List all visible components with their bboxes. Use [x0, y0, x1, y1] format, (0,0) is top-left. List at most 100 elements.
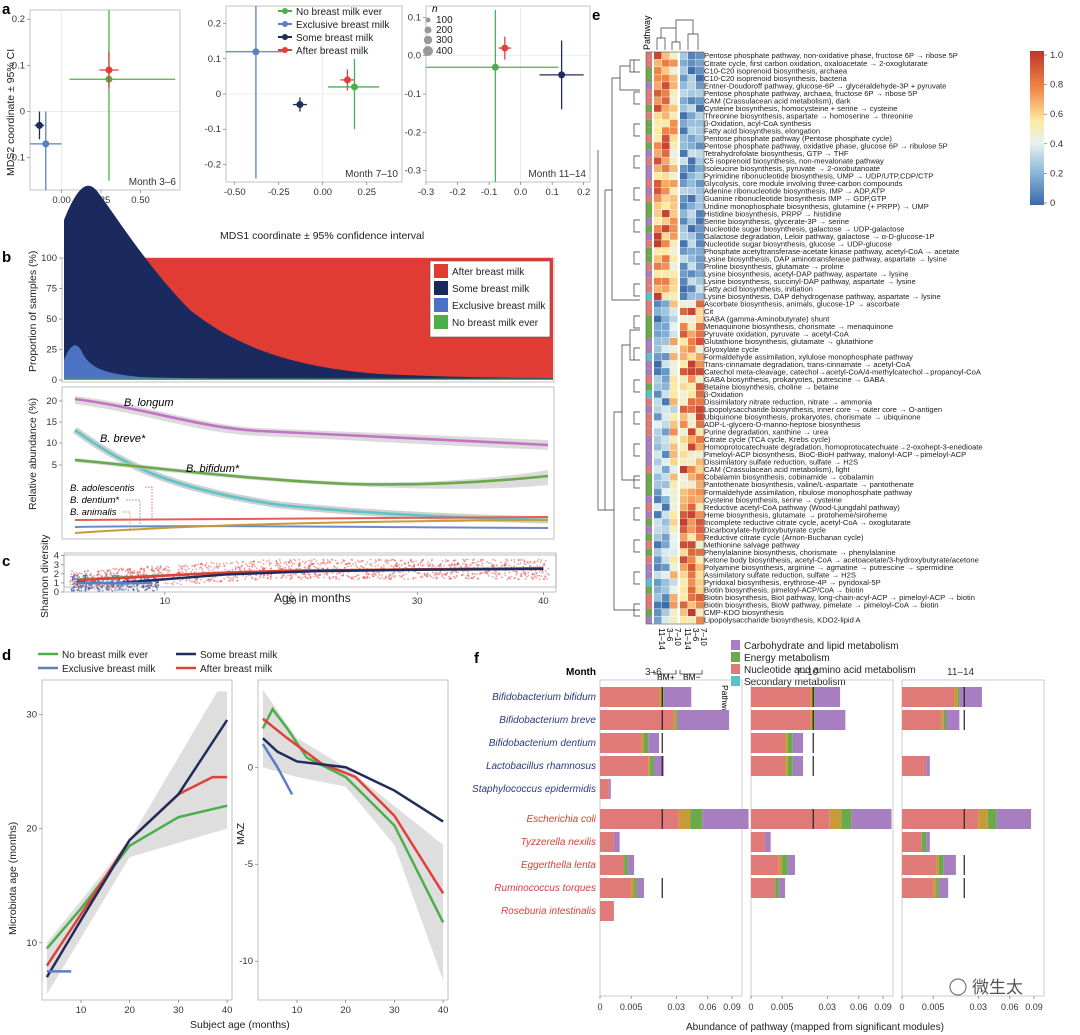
c-point: [234, 575, 237, 578]
e-heat-cell: [670, 74, 678, 82]
c-point: [371, 573, 374, 576]
e-pathway-cell: [646, 225, 652, 233]
c-point: [538, 574, 541, 577]
c-point: [479, 560, 482, 563]
e-heat-cell: [688, 338, 696, 346]
c-point: [481, 571, 484, 574]
c-point: [495, 575, 498, 578]
c-point: [143, 570, 146, 572]
e-heat-cell: [696, 330, 704, 338]
c-point: [392, 566, 395, 568]
c-point: [457, 561, 459, 564]
a-ytick-label: -0.2: [205, 159, 221, 170]
c-point: [160, 571, 163, 574]
e-heat-cell: [688, 398, 696, 406]
c-point: [545, 577, 548, 580]
c-point: [386, 559, 389, 562]
e-row-label: Assimilatory sulfate reduction, sulfate …: [704, 571, 856, 580]
a-xlabel: MDS1 coordinate ± 95% confidence interva…: [220, 230, 424, 242]
c-point: [365, 573, 368, 576]
c-point: [126, 568, 129, 571]
c-point: [71, 589, 73, 591]
e-heat-cell: [680, 225, 688, 233]
e-heat-cell: [654, 383, 662, 391]
e-heat-cell: [662, 127, 670, 135]
f-bar-segment: [676, 710, 678, 730]
c-point: [123, 584, 126, 587]
e-row-label: Reductive citrate cycle (Arnon-Buchanan …: [704, 533, 864, 542]
c-point: [489, 562, 492, 565]
c-point: [167, 566, 170, 569]
c-point: [527, 571, 530, 574]
c-point: [495, 577, 498, 580]
f-bar-segment: [787, 733, 793, 753]
e-heat-cell: [654, 345, 662, 353]
c-point: [393, 571, 396, 574]
legend-n-400: 400: [436, 46, 453, 57]
c-point: [207, 578, 210, 580]
e-row-label: Formaldehyde assimilation, ribulose mono…: [704, 488, 912, 497]
f-bar-segment: [631, 878, 635, 898]
e-heat-cell: [688, 210, 696, 218]
c-point: [403, 562, 406, 565]
c-point: [137, 573, 140, 576]
e-heat-cell: [670, 292, 678, 300]
e-heat-cell: [662, 292, 670, 300]
f-xtick-label: 0.03: [667, 1002, 685, 1012]
f-xtick-label: 0.06: [850, 1002, 868, 1012]
c-point: [376, 571, 379, 574]
d-left-no-bm: [45, 804, 228, 950]
e-heat-cell: [696, 420, 704, 428]
c-point: [288, 567, 290, 570]
b-legend-after: After breast milk: [452, 267, 525, 278]
e-heat-cell: [662, 247, 670, 255]
c-point: [125, 588, 127, 590]
e-heat-cell: [662, 616, 670, 624]
c-point: [440, 565, 442, 568]
c-point: [269, 575, 272, 578]
d-right-ylabel: MAZ: [235, 822, 247, 845]
b-label-longum: B. longum: [124, 397, 174, 409]
e-row-label: Pimeloyl-ACP biosynthesis, BioC-BioH pat…: [704, 450, 966, 459]
c-point: [181, 571, 184, 574]
f-bar-segment: [921, 832, 927, 852]
c-point: [218, 580, 221, 583]
f-bar-segment: [841, 809, 852, 829]
a-ytick-label: 0: [20, 107, 25, 118]
c-point: [157, 584, 160, 586]
c-point: [356, 566, 359, 569]
c-point: [293, 562, 296, 565]
e-heat-cell: [688, 322, 696, 331]
c-point: [208, 569, 211, 572]
e-heat-cell: [662, 578, 670, 586]
e-heat-cell: [688, 578, 696, 586]
c-point: [118, 568, 121, 571]
f-xtick-label: 0: [899, 1002, 904, 1012]
e-pathway-cell: [646, 149, 652, 158]
c-point: [108, 584, 111, 587]
f-bar-segment: [600, 733, 642, 753]
e-heat-cell: [688, 586, 696, 594]
c-point: [441, 574, 443, 577]
f-xtick-label: 0.03: [969, 1002, 987, 1012]
e-heat-cell: [688, 277, 696, 285]
c-point: [199, 567, 201, 569]
e-heat-cell: [680, 578, 688, 586]
f-bar-segment: [814, 687, 841, 707]
c-point: [538, 565, 541, 568]
e-heat-cell: [688, 481, 696, 489]
f-bar-segment: [926, 832, 930, 852]
c-point: [139, 571, 141, 574]
panel-label-d: d: [2, 647, 11, 664]
c-point: [508, 571, 511, 574]
e-heat-cell: [696, 82, 704, 90]
a-xtick-label: -0.2: [449, 187, 465, 198]
f-bar-segment: [959, 687, 982, 707]
c-point: [491, 575, 494, 578]
e-pathway-cell: [646, 187, 652, 195]
c-point: [523, 560, 526, 563]
c-point: [389, 559, 392, 562]
c-point: [285, 576, 288, 579]
d-left-frame: [41, 679, 233, 1001]
e-heat-cell: [680, 383, 688, 391]
